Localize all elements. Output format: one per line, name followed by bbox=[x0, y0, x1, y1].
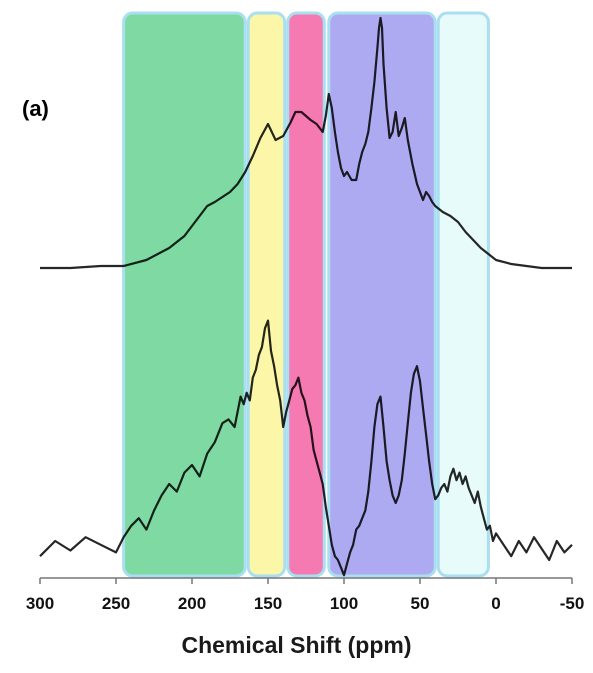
region-3 bbox=[327, 11, 437, 578]
spectrum-line-1 bbox=[40, 16, 572, 270]
region-1 bbox=[246, 11, 287, 578]
x-tick-label: 0 bbox=[491, 594, 500, 613]
x-tick-label: -50 bbox=[560, 594, 585, 613]
x-tick-label: 300 bbox=[26, 594, 54, 613]
x-tick-label: 50 bbox=[411, 594, 430, 613]
shaded-regions bbox=[122, 11, 490, 578]
x-axis-label: Chemical Shift (ppm) bbox=[181, 632, 412, 658]
x-tick-label: 250 bbox=[102, 594, 130, 613]
x-tick-label: 150 bbox=[254, 594, 282, 613]
spectrum-line-2 bbox=[39, 319, 573, 577]
spectra-lines bbox=[39, 16, 573, 577]
panel-label: (a) bbox=[22, 96, 49, 121]
x-tick-label: 100 bbox=[330, 594, 358, 613]
region-0 bbox=[122, 11, 247, 578]
region-2 bbox=[286, 11, 326, 578]
region-4 bbox=[436, 11, 490, 578]
x-tick-label: 200 bbox=[178, 594, 206, 613]
x-axis: 300 250 200 150 100 50 0 -50 bbox=[26, 577, 585, 613]
